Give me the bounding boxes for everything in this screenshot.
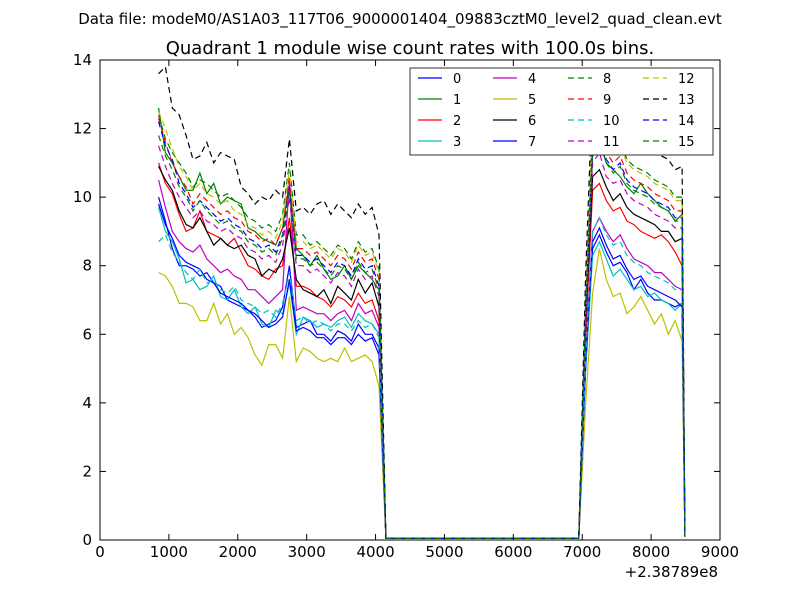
x-tick-label: 1000 — [150, 543, 188, 561]
y-tick-label: 2 — [82, 462, 92, 480]
data-file-suptitle: Data file: modeM0/AS1A03_117T06_90000014… — [78, 10, 722, 29]
legend-label-2: 2 — [453, 114, 461, 129]
legend-label-15: 15 — [678, 135, 695, 150]
x-tick-label: 5000 — [425, 543, 463, 561]
legend-label-5: 5 — [528, 93, 536, 108]
legend-frame — [409, 67, 714, 156]
legend-label-12: 12 — [678, 72, 695, 87]
y-tick-label: 14 — [73, 51, 92, 69]
y-tick-label: 0 — [82, 531, 92, 549]
y-tick-label: 6 — [82, 325, 92, 343]
series-line-15 — [158, 135, 686, 539]
series-line-6 — [158, 166, 686, 539]
legend-label-6: 6 — [528, 114, 536, 129]
chart-title: Quadrant 1 module wise count rates with … — [166, 38, 655, 59]
legend-label-8: 8 — [603, 72, 611, 87]
series-line-8 — [158, 113, 686, 539]
series-line-10 — [158, 216, 686, 539]
y-tick-label: 12 — [73, 120, 92, 138]
x-tick-label: 6000 — [494, 543, 532, 561]
x-tick-label: 9000 — [701, 543, 739, 561]
y-tick-label: 4 — [82, 394, 92, 412]
legend-label-10: 10 — [603, 114, 620, 129]
series-line-12 — [158, 111, 686, 539]
series-line-0 — [158, 196, 686, 539]
y-tick-label: 8 — [82, 257, 92, 275]
series-line-5 — [158, 248, 686, 539]
legend-label-9: 9 — [603, 93, 611, 108]
legend-label-7: 7 — [528, 135, 536, 150]
x-tick-label: 2000 — [219, 543, 257, 561]
legend-label-13: 13 — [678, 93, 695, 108]
series-layer — [158, 65, 686, 539]
legend-label-3: 3 — [453, 135, 461, 150]
x-tick-label: 0 — [95, 543, 105, 561]
x-offset-label: +2.38789e8 — [625, 563, 718, 581]
series-line-4 — [158, 179, 686, 539]
series-line-2 — [158, 162, 686, 539]
x-tick-label: 8000 — [632, 543, 670, 561]
series-line-14 — [158, 121, 686, 539]
series-line-13 — [158, 65, 686, 539]
x-axis: 0 1000 2000 3000 4000 5000 6000 7000 8000 9000 — [95, 60, 739, 561]
legend-label-14: 14 — [678, 114, 695, 129]
series-line-9 — [158, 118, 686, 539]
legend-label-1: 1 — [453, 93, 461, 108]
y-tick-label: 10 — [73, 188, 92, 206]
legend-label-0: 0 — [453, 72, 461, 87]
series-line-11 — [158, 145, 686, 539]
series-line-7 — [158, 203, 686, 539]
series-line-3 — [158, 207, 686, 539]
x-tick-label: 7000 — [563, 543, 601, 561]
axes-frame — [99, 59, 721, 541]
legend-label-4: 4 — [528, 72, 536, 87]
x-tick-label: 4000 — [356, 543, 394, 561]
x-tick-label: 3000 — [288, 543, 326, 561]
legend-label-11: 11 — [603, 135, 620, 150]
